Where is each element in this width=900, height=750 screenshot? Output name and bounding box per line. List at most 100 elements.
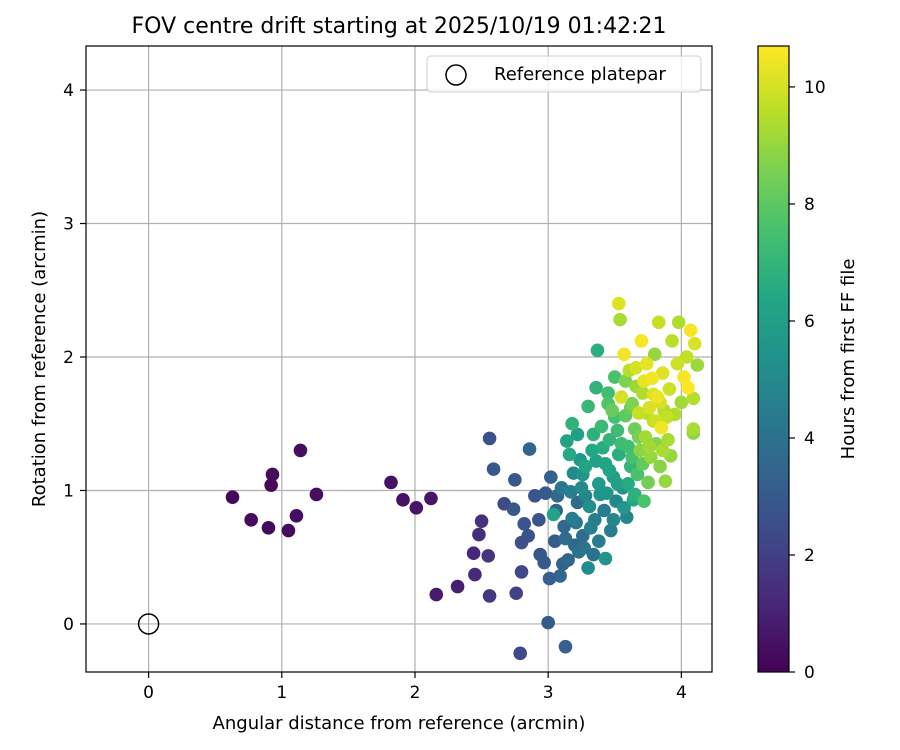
scatter-point [585,443,599,458]
scatter-point [634,334,649,348]
scatter-point [654,420,669,435]
scatter-point [466,546,481,561]
scatter-point [681,380,695,395]
scatter-point [261,521,276,535]
scatter-point [635,386,650,400]
x-axis-label: Angular distance from reference (arcmin) [213,713,586,734]
scatter-point [601,386,615,400]
legend: Reference platepar [426,55,702,93]
scatter-point [486,462,501,476]
scatter-point [281,523,296,538]
scatter-point [532,513,546,527]
scatter-point [643,450,658,464]
scatter-point [621,439,635,454]
scatter-point [587,513,602,527]
colorbar-tick-label: 6 [804,312,815,332]
scatter-point [629,360,643,375]
scatter-point [594,419,609,434]
scatter-point [522,442,537,456]
scatter-point [607,370,622,384]
scatter-point [674,395,689,410]
scatter-point [514,565,529,579]
scatter-point [472,527,486,542]
scatter-point [642,439,657,454]
scatter-point [508,472,522,487]
scatter-point [548,534,562,548]
colorbar-tick-label: 2 [804,546,815,566]
scatter-point [541,615,555,630]
scatter-point [599,486,614,500]
data-points [225,296,705,661]
legend-entry-label: Reference platepar [494,64,666,85]
colorbar-ticks: 0 2 4 6 8 10 [789,78,826,683]
scatter-point [642,400,657,415]
scatter-point [517,517,531,531]
scatter-point [655,443,670,458]
scatter-point [565,416,579,431]
scatter-point [641,475,655,490]
scatter-point [591,476,606,491]
scatter-point [560,434,574,448]
scatter-point [468,567,482,582]
scatter-point [264,478,278,492]
scatter-point [631,406,646,420]
scatter-point [610,476,625,491]
scatter-point [650,390,665,404]
chart-title: FOV centre drift starting at 2025/10/19 … [132,14,667,39]
scatter-point [614,390,629,404]
y-axis-label: Rotation from reference (arcmin) [29,211,50,507]
y-tick-label: 1 [63,481,74,501]
scatter-point [309,487,324,502]
plot-frame [85,45,713,673]
scatter-point [409,501,424,515]
colorbar: 0 2 4 6 8 10 Hours from first FF file [757,45,859,683]
scatter-point [621,476,635,491]
scatter-point [225,490,240,504]
scatter-point [429,587,444,602]
scatter-point [482,589,497,603]
scatter-point [690,358,705,372]
scatter-point [553,569,567,583]
scatter-point [589,380,603,395]
scatter-point [513,646,528,661]
scatter-point [617,347,631,362]
scatter-point [653,459,667,474]
scatter-point [605,403,619,418]
scatter-point [577,541,591,555]
scatter-point [561,553,575,567]
scatter-point [659,410,674,424]
scatter-point [244,513,258,527]
scatter-point [396,493,410,507]
scatter-point [542,571,557,586]
scatter-point [509,586,524,601]
colorbar-gradient [757,45,790,673]
y-tick-label: 4 [63,81,74,101]
scatter-point [565,511,579,526]
scatter-point [602,463,617,478]
y-tick-label: 3 [63,215,74,235]
scatter-point [578,459,593,474]
scatter-point [581,399,595,414]
x-tick-label: 4 [676,683,687,703]
scatter-point [602,432,617,447]
scatter-point [537,555,551,570]
x-tick-label: 0 [143,683,154,703]
scatter-point [384,475,398,490]
scatter-point [474,514,489,528]
x-axis-ticks: 0 1 2 3 4 [143,672,687,703]
scatter-point [610,423,625,438]
colorbar-tick-label: 0 [804,663,815,683]
scatter-point [450,579,465,594]
scatter-point [683,323,698,338]
scatter-point [677,370,691,384]
scatter-point [686,422,701,436]
scatter-point [686,391,701,406]
scatter-point [528,489,542,503]
scatter-point [655,366,670,380]
x-tick-label: 2 [410,683,421,703]
scatter-point [265,467,280,482]
scatter-point [574,481,589,495]
scatter-point [591,534,606,548]
scatter-point [639,356,654,371]
